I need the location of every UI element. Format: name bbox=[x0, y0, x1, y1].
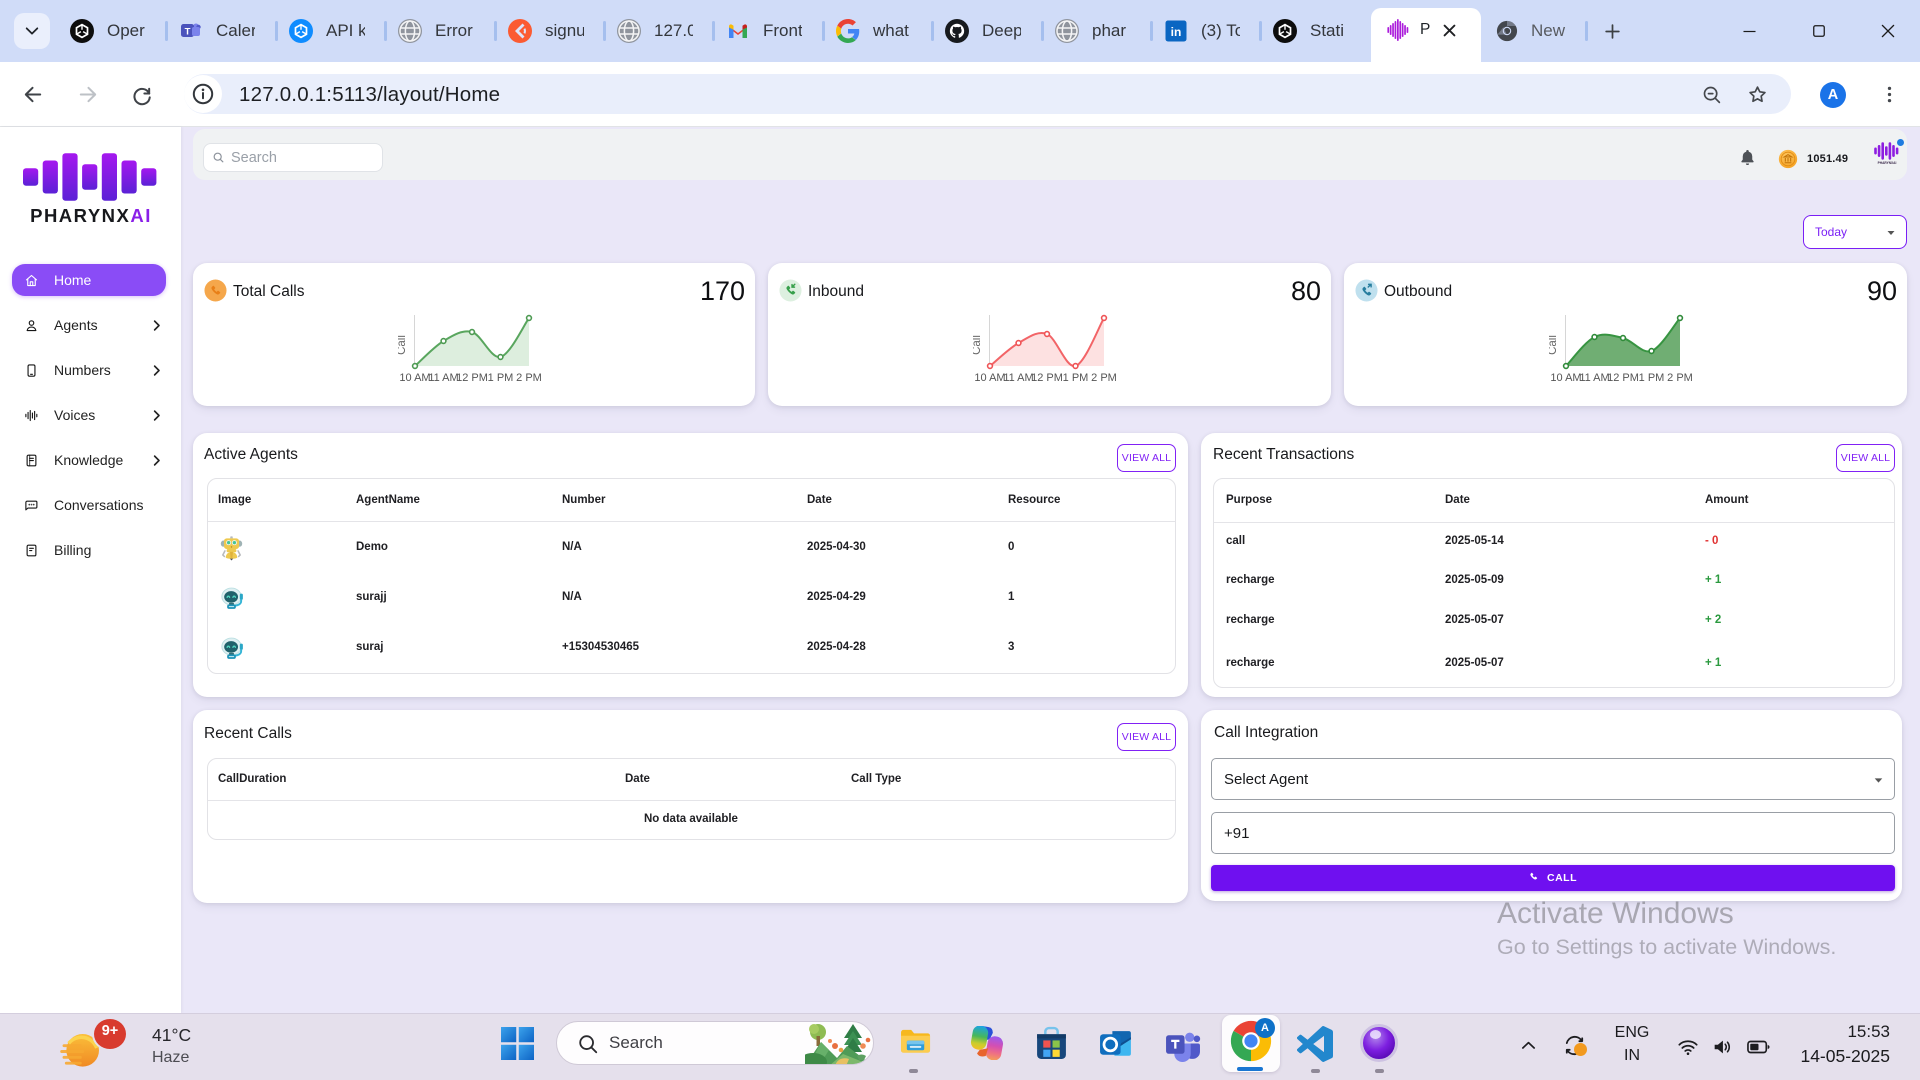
svg-text:11 AM: 11 AM bbox=[428, 372, 458, 384]
svg-text:Call: Call bbox=[398, 335, 408, 355]
svg-text:2 PM: 2 PM bbox=[516, 372, 542, 384]
svg-text:2 PM: 2 PM bbox=[1091, 372, 1117, 384]
svg-text:10 AM: 10 AM bbox=[1550, 372, 1581, 384]
svg-text:T: T bbox=[185, 27, 191, 38]
svg-text:Call: Call bbox=[1549, 335, 1559, 355]
svg-text:11 AM: 11 AM bbox=[1003, 372, 1033, 384]
svg-text:Call: Call bbox=[973, 335, 983, 355]
svg-text:10 AM: 10 AM bbox=[399, 372, 430, 384]
svg-text:12 PM: 12 PM bbox=[456, 372, 488, 384]
svg-text:11 AM: 11 AM bbox=[1579, 372, 1609, 384]
svg-text:PHARYNXAI: PHARYNXAI bbox=[1878, 161, 1897, 165]
svg-text:1 PM: 1 PM bbox=[1063, 372, 1089, 384]
svg-text:1 PM: 1 PM bbox=[1639, 372, 1665, 384]
svg-text:1 PM: 1 PM bbox=[488, 372, 514, 384]
svg-text:12 PM: 12 PM bbox=[1031, 372, 1063, 384]
svg-text:in: in bbox=[1171, 25, 1182, 39]
svg-text:10 AM: 10 AM bbox=[974, 372, 1005, 384]
svg-text:2 PM: 2 PM bbox=[1667, 372, 1693, 384]
svg-text:12 PM: 12 PM bbox=[1607, 372, 1639, 384]
